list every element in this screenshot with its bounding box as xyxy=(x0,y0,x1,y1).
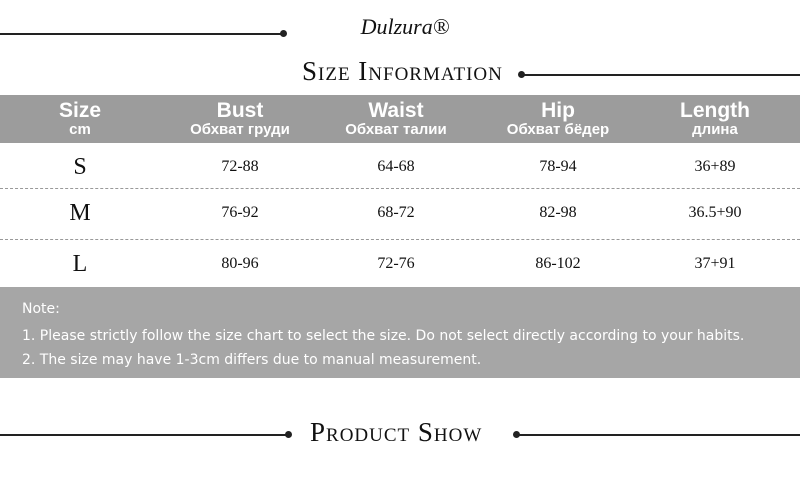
footer-title: Product Show xyxy=(310,417,483,447)
column-title: Length xyxy=(680,99,750,122)
table-cell: 68-72 xyxy=(377,204,415,221)
row-divider xyxy=(0,239,800,240)
rule xyxy=(522,74,800,76)
column-subtitle: Обхват бёдер xyxy=(506,121,610,138)
table-cell: S xyxy=(73,154,87,180)
column-title: Hip xyxy=(541,99,575,122)
table-cell: 80-96 xyxy=(221,255,259,272)
column-subtitle: Обхват груди xyxy=(190,121,290,138)
rule xyxy=(0,33,282,35)
dot xyxy=(518,71,525,78)
note-box: Note: 1. Please strictly follow the size… xyxy=(0,287,800,378)
note-line: 2. The size may have 1-3cm differs due t… xyxy=(22,352,482,368)
brand: Dulzura® xyxy=(360,14,450,39)
row-divider xyxy=(0,188,800,189)
rule xyxy=(0,434,288,436)
column-subtitle: длина xyxy=(692,121,738,138)
column-subtitle: cm xyxy=(69,121,91,138)
dot xyxy=(285,431,292,438)
table-cell: L xyxy=(72,251,88,277)
note-line: 1. Please strictly follow the size chart… xyxy=(22,328,745,344)
column-header: Length длина xyxy=(635,100,795,138)
table-cell: 37+91 xyxy=(694,255,736,272)
dot xyxy=(280,30,287,37)
column-title: Size xyxy=(58,99,102,122)
column-header: Waist Обхват талии xyxy=(316,100,476,138)
table-cell: 72-76 xyxy=(377,255,415,272)
table-cell: 36.5+90 xyxy=(688,204,742,221)
dot xyxy=(513,431,520,438)
rule xyxy=(517,434,800,436)
note-label: Note: xyxy=(22,301,60,317)
table-cell: 72-88 xyxy=(221,158,259,175)
column-subtitle: Обхват талии xyxy=(345,121,447,138)
column-header: Hip Обхват бёдер xyxy=(478,100,638,138)
table-cell: 86-102 xyxy=(535,255,581,272)
section-title: Size Information xyxy=(302,56,503,86)
table-cell: 76-92 xyxy=(221,204,259,221)
column-header: Bust Обхват груди xyxy=(160,100,320,138)
table-cell: 36+89 xyxy=(694,158,736,175)
table-cell: 78-94 xyxy=(539,158,577,175)
table-cell: M xyxy=(69,200,91,226)
table-cell: 82-98 xyxy=(539,204,577,221)
column-title: Bust xyxy=(216,99,264,122)
table-header: Size cm Bust Обхват груди Waist Обхват талии H… xyxy=(0,95,800,143)
column-header: Size cm xyxy=(0,100,160,138)
column-title: Waist xyxy=(368,99,424,122)
table-cell: 64-68 xyxy=(377,158,415,175)
